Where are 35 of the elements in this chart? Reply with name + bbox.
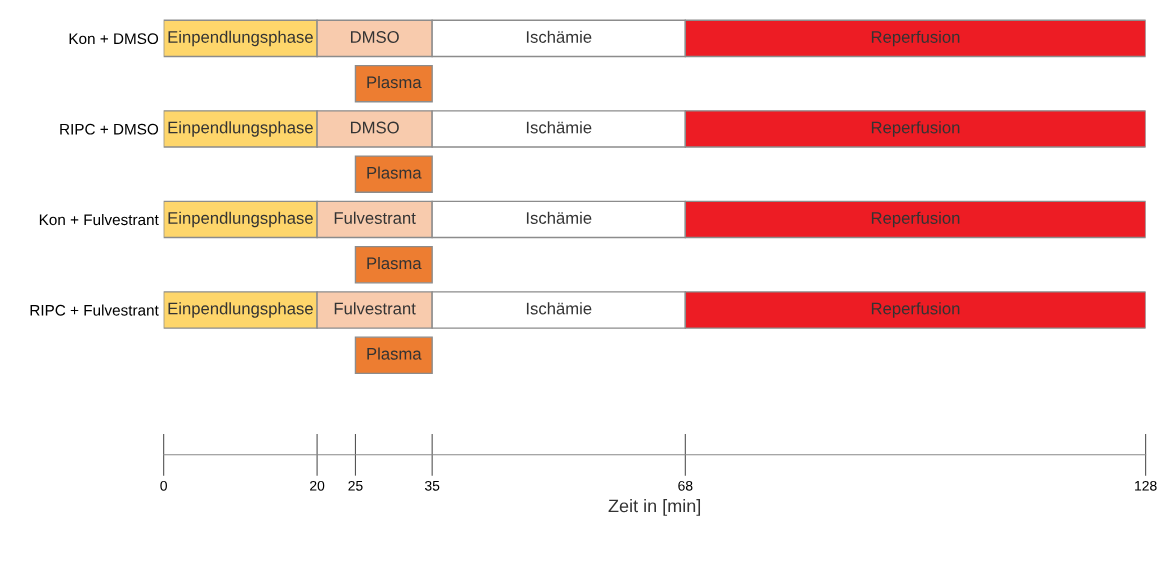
data-label: Einpendlungsphase: [168, 302, 313, 318]
data-label: Ischämie: [526, 121, 592, 134]
data-label: DMSO: [351, 121, 399, 134]
data-label: Einpendlungsphase: [168, 211, 313, 228]
x-tick-label: 25: [348, 480, 363, 491]
bar: [354, 155, 433, 193]
data-label: Ischämie: [526, 302, 592, 315]
bar: [354, 245, 433, 284]
data-label: Plasma: [367, 166, 422, 179]
data-label: Plasma: [367, 75, 422, 89]
data-label: Reperfusion: [871, 302, 960, 318]
y-tick-label: Kon + Fulvestrant: [39, 213, 159, 226]
data-label: Fulvestrant: [334, 302, 416, 315]
bar: [354, 64, 433, 103]
bar: [354, 336, 433, 375]
data-label: Einpendlungsphase: [168, 121, 313, 137]
data-label: Fulvestrant: [334, 211, 416, 224]
data-label: Reperfusion: [871, 30, 960, 47]
x-tick-label: 20: [310, 480, 325, 491]
data-label: Plasma: [367, 256, 422, 270]
data-label: Einpendlungsphase: [168, 30, 313, 47]
x-axis-title: Zeit in [min]: [608, 499, 701, 516]
y-tick-label: Kon + DMSO: [69, 33, 159, 45]
x-tick-label: 128: [1135, 480, 1157, 491]
data-label: Ischämie: [526, 30, 592, 43]
x-tick-label: 0: [160, 480, 167, 491]
x-tick-label: 35: [424, 480, 440, 491]
y-tick-label: RIPC + Fulvestrant: [30, 304, 159, 316]
data-label: DMSO: [351, 31, 399, 43]
data-label: Plasma: [367, 347, 422, 360]
data-label: Reperfusion: [871, 211, 960, 228]
data-label: Reperfusion: [871, 121, 960, 137]
data-label: Ischämie: [526, 211, 592, 224]
y-tick-label: RIPC + DMSO: [60, 123, 159, 135]
x-tick-label: 68: [678, 480, 693, 491]
